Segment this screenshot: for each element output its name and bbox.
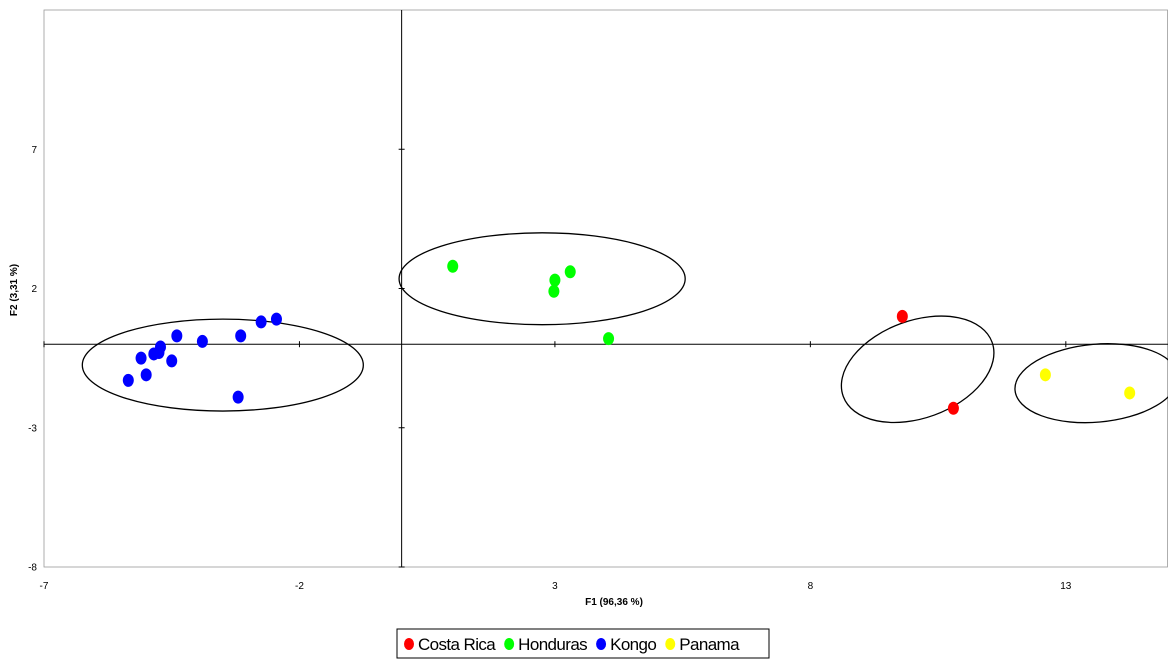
honduras-point (549, 273, 561, 287)
plot-border (43, 9, 1168, 568)
y-tick-label: -8 (28, 563, 37, 574)
kongo-legend-label: Kongo (610, 635, 656, 654)
costa-rica-legend-label: Costa Rica (418, 635, 496, 654)
costa-rica-point (947, 401, 959, 415)
kongo-point (166, 354, 178, 368)
kongo-point (270, 312, 282, 326)
x-tick-label: 13 (1060, 581, 1072, 592)
panama-legend-marker (665, 638, 676, 650)
legend-box (396, 628, 770, 659)
panama-point (1124, 386, 1136, 400)
cluster-ellipse (81, 318, 364, 412)
y-axis-label: F2 (3,31 %) (9, 264, 20, 316)
legend: Costa Rica Honduras Kongo Panama (396, 628, 770, 659)
kongo-legend-marker (596, 638, 607, 650)
honduras-legend-label: Honduras (518, 635, 587, 654)
cluster-ellipse (398, 232, 686, 326)
kongo-point (171, 329, 183, 343)
honduras-point (564, 265, 576, 279)
costa-rica-point (896, 309, 908, 323)
honduras-point (548, 284, 560, 298)
x-tick-label: -7 (40, 581, 49, 592)
kongo-point (255, 315, 267, 329)
x-tick-label: 3 (552, 581, 558, 592)
costa-rica-legend-marker (404, 638, 414, 650)
honduras-point (603, 332, 615, 346)
honduras-legend-marker (504, 638, 515, 650)
kongo-point (196, 334, 208, 348)
kongo-point (135, 351, 147, 365)
x-axis-label: F1 (96,36 %) (585, 597, 643, 608)
x-tick-label: 8 (808, 581, 814, 592)
panama-legend-label: Panama (679, 635, 740, 654)
kongo-point (122, 373, 134, 387)
y-tick-label: -3 (28, 423, 37, 434)
cluster-ellipse (840, 315, 995, 424)
kongo-point (140, 368, 152, 382)
kongo-point (148, 347, 160, 361)
y-tick-label: 7 (31, 145, 37, 156)
kongo-point (232, 390, 244, 404)
y-tick-label: 2 (31, 284, 37, 295)
panama-point (1039, 368, 1051, 382)
cluster-ellipse (1014, 343, 1168, 424)
kongo-point (235, 329, 247, 343)
x-tick-label: -2 (295, 581, 304, 592)
honduras-point (447, 259, 459, 273)
